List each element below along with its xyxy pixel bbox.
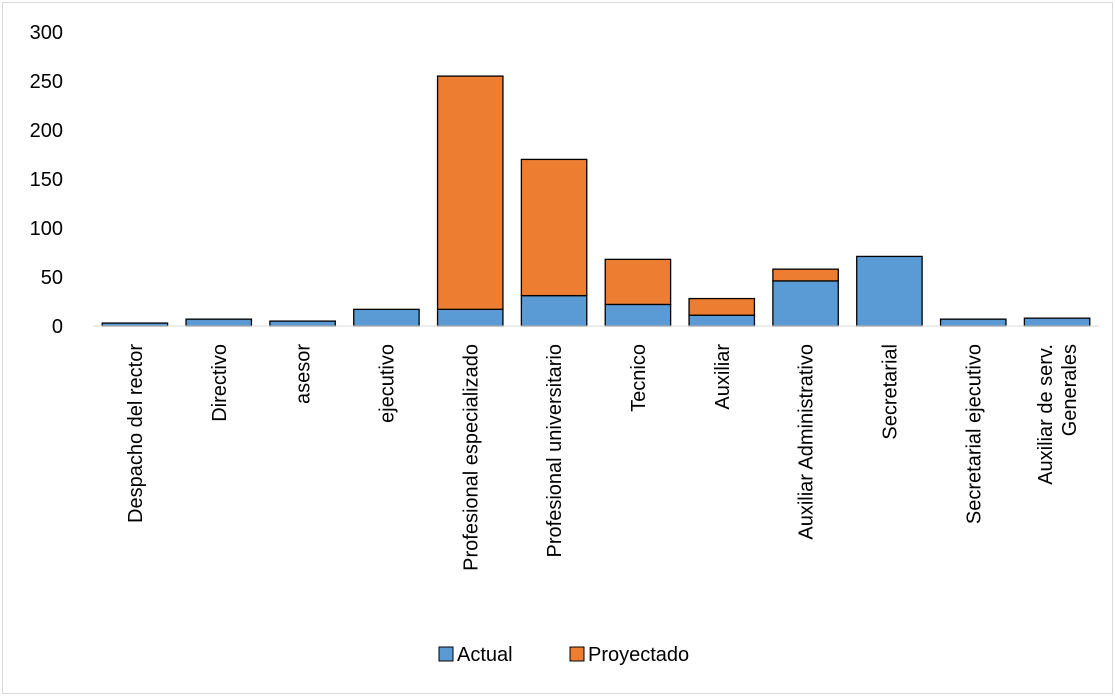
- x-axis-labels: Despacho del rector Directivo asesor ejecut…: [125, 344, 1081, 571]
- legend-label-proyectado: Proyectado: [588, 644, 689, 666]
- y-tick-label: 300: [30, 22, 63, 44]
- y-tick-label: 0: [52, 316, 63, 338]
- x-category-label: Auxiliar Administrativo: [796, 344, 818, 540]
- x-category-label: Profesional universitario: [544, 344, 566, 557]
- bar-proyectado-4: [436, 75, 504, 310]
- x-category-label: Despacho del rector: [125, 344, 147, 523]
- bar-actual-5: [520, 294, 588, 327]
- bar-actual-7: [688, 314, 756, 327]
- x-category-label: Secretarial ejecutivo: [963, 344, 985, 524]
- x-category-label: Auxiliar: [712, 344, 734, 410]
- x-category-label: Profesional especializado: [460, 344, 482, 571]
- x-category-label: Auxiliar de serv.: [1035, 344, 1057, 485]
- y-tick-label: 100: [30, 218, 63, 240]
- x-category-label: ejecutivo: [376, 344, 398, 423]
- y-tick-label: 200: [30, 120, 63, 142]
- legend-label-actual: Actual: [457, 644, 513, 666]
- stacked-bar-chart: 0 50 100 150 200 250 300 Despacho del rector Di…: [30, 22, 1099, 666]
- bar-actual-8: [772, 280, 839, 327]
- bar-actual-1: [185, 318, 253, 327]
- y-tick-label: 150: [30, 169, 63, 191]
- bar-actual-6: [604, 303, 672, 327]
- bar-proyectado-7: [688, 297, 756, 316]
- y-tick-label: 250: [30, 71, 63, 93]
- bar-actual-11: [1023, 317, 1091, 327]
- x-category-label: Secretarial: [879, 344, 901, 440]
- x-category-label: asesor: [293, 344, 315, 404]
- x-category-label: Tecnico: [628, 344, 650, 412]
- legend-swatch-actual: [438, 646, 454, 662]
- legend: Actual Proyectado: [438, 644, 689, 666]
- bar-actual-3: [353, 308, 420, 327]
- x-category-label: Directivo: [209, 344, 231, 422]
- bar-actual-10: [939, 318, 1007, 327]
- y-tick-label: 50: [41, 267, 63, 289]
- bar-actual-4: [436, 308, 504, 327]
- bar-proyectado-8: [772, 268, 839, 282]
- bars: [101, 75, 1091, 327]
- legend-swatch-proyectado: [569, 646, 585, 662]
- bar-proyectado-6: [604, 258, 672, 306]
- y-axis: 0 50 100 150 200 250 300: [30, 22, 63, 338]
- bar-actual-2: [269, 320, 336, 327]
- x-category-label: Generales: [1059, 344, 1081, 436]
- bar-actual-9: [856, 255, 923, 327]
- bar-proyectado-5: [520, 158, 588, 297]
